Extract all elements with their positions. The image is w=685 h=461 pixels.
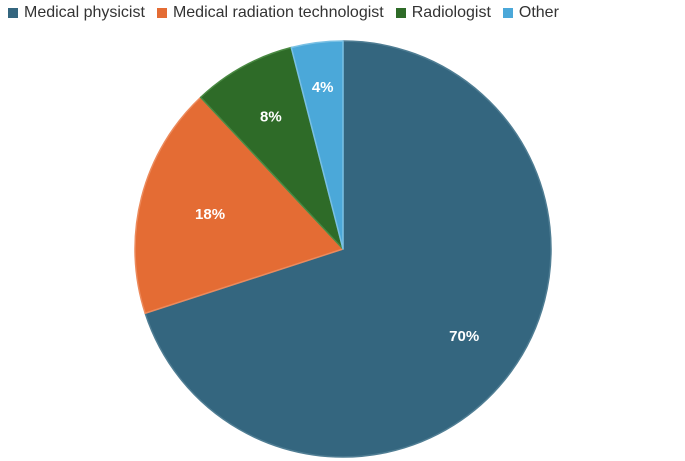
pie-slice-labels: 70% 18% 8% 4% [195, 79, 479, 345]
legend-swatch-medical-radiation-technologist [156, 8, 167, 18]
legend-swatch-other [502, 8, 513, 18]
legend-item-radiologist: Radiologist [395, 4, 491, 22]
pie-slices [134, 40, 552, 458]
chart-legend: Medical physicist Medical radiation tech… [0, 0, 685, 26]
legend-swatch-medical-physicist [8, 8, 18, 18]
pie-slice-label-medical-radiation-technologist: 18% [195, 206, 225, 223]
pie-slice-medical-physicist [144, 40, 552, 458]
pie-slice-label-radiologist: 8% [260, 109, 282, 126]
legend-label-radiologist: Radiologist [411, 4, 491, 21]
pie-slice-medical-radiation-technologist [134, 96, 344, 315]
pie-slice-label-other: 4% [312, 79, 334, 96]
legend-item-other: Other [502, 4, 559, 22]
legend-label-medical-physicist: Medical physicist [24, 4, 145, 21]
legend-item-medical-physicist: Medical physicist [8, 4, 145, 22]
legend-swatch-radiologist [395, 8, 406, 18]
legend-label-medical-radiation-technologist: Medical radiation technologist [172, 4, 384, 21]
pie-slice-other [290, 40, 344, 250]
legend-label-other: Other [518, 4, 559, 21]
pie-slice-label-medical-physicist: 70% [449, 328, 479, 345]
pie-slice-radiologist [199, 46, 344, 250]
legend-item-medical-radiation-technologist: Medical radiation technologist [156, 4, 384, 22]
